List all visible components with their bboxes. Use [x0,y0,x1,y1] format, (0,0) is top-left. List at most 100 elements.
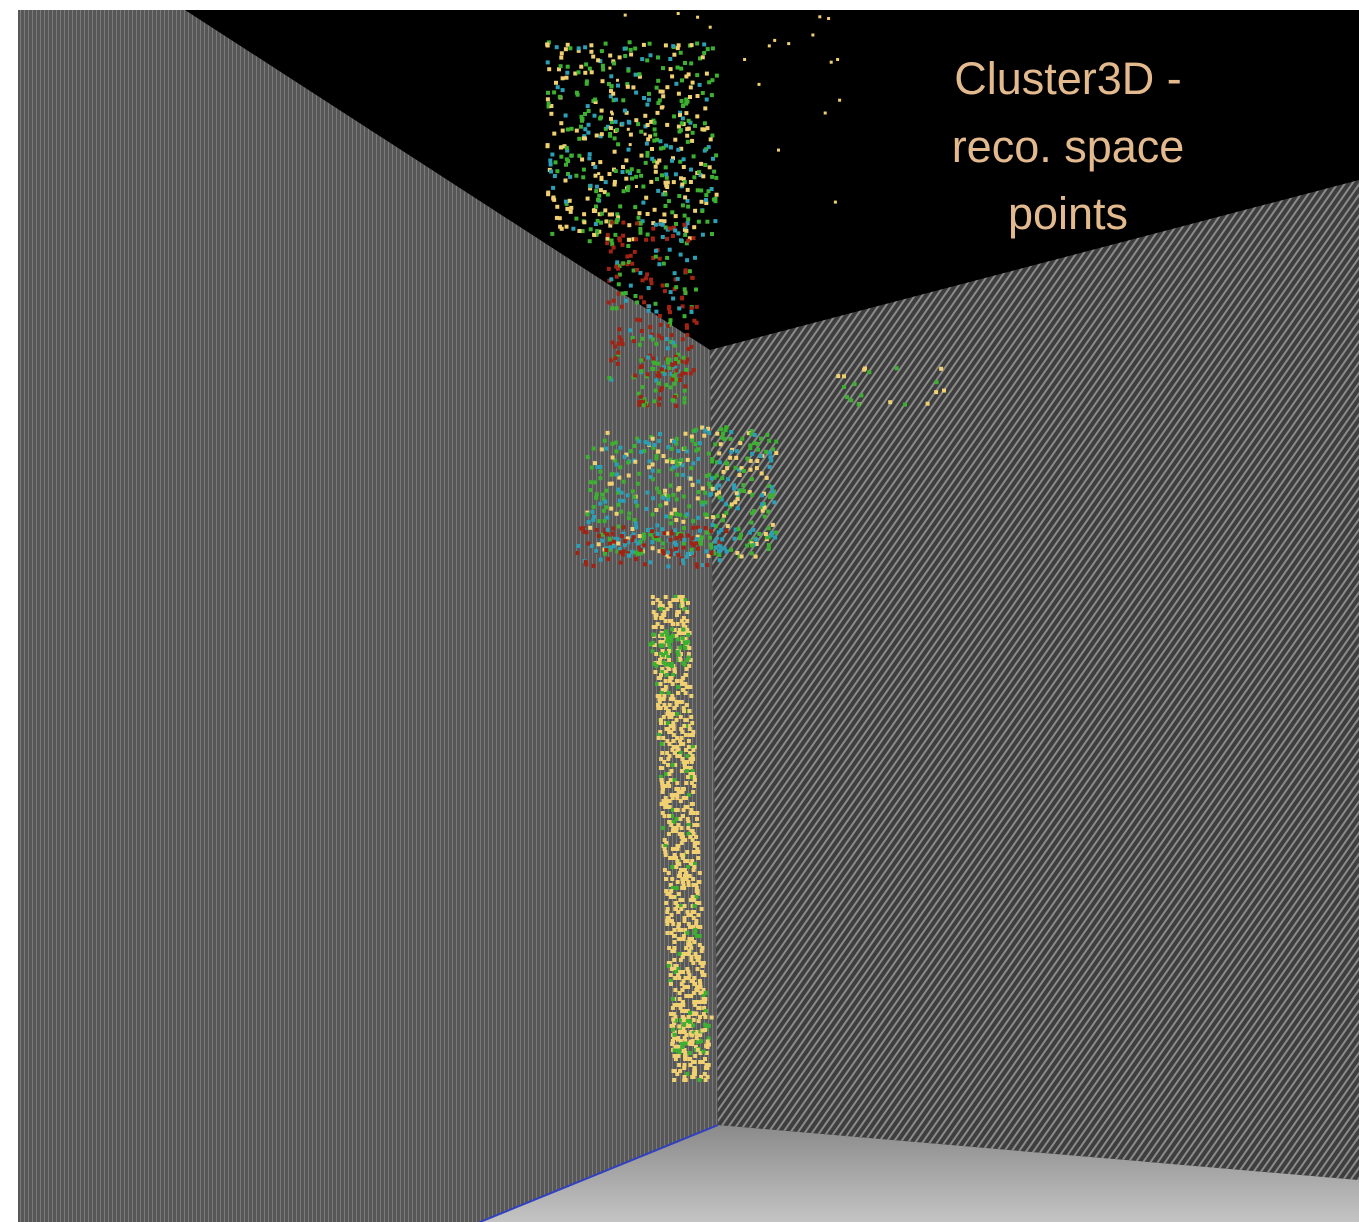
space-point [631,85,635,89]
space-point [751,528,755,532]
space-point [687,119,691,123]
space-point [623,47,627,51]
space-point [645,272,649,276]
space-point [637,472,641,476]
space-point [637,216,641,220]
space-point [561,129,565,133]
space-point [634,73,638,77]
space-point [640,154,644,158]
space-point [693,209,697,213]
space-point [603,500,607,504]
space-point [584,62,588,66]
space-point [711,157,715,161]
space-point [686,534,690,538]
space-point [587,109,591,113]
space-point [564,179,568,183]
space-point [641,185,645,189]
space-point [705,474,709,478]
space-point [687,883,691,887]
space-point [593,114,597,118]
space-point [574,174,578,178]
space-point [678,991,682,995]
space-point [666,757,670,761]
space-point [674,512,678,516]
space-point [636,482,640,486]
space-point [688,1011,692,1015]
space-point [646,491,650,495]
space-point [697,220,701,224]
space-point [674,214,678,218]
space-point [625,255,629,259]
space-point [652,662,656,666]
space-point [684,432,688,436]
space-point [683,919,687,923]
space-point [575,551,579,555]
space-point [613,150,617,154]
space-point [688,1020,692,1024]
space-point [680,826,684,830]
space-point [661,542,665,546]
space-point [718,544,722,548]
space-point [655,161,659,165]
space-point [642,96,646,100]
space-point [629,449,633,453]
space-point [724,511,728,515]
space-point [616,142,620,146]
space-point [867,370,871,374]
space-point [592,447,596,451]
space-point [670,865,674,869]
space-point [698,871,702,875]
space-point [690,548,694,552]
space-point [767,484,771,488]
space-point [677,653,681,657]
space-point [627,120,631,124]
space-point [681,628,685,632]
space-point [684,229,688,233]
space-point [642,43,646,47]
space-point [642,543,646,547]
space-point [701,563,705,567]
space-point [669,697,673,701]
space-point [710,187,714,191]
space-point [657,736,661,740]
space-point [672,1078,676,1082]
space-point [626,461,630,465]
space-point [594,496,598,500]
space-point [583,112,587,116]
space-point [695,811,699,815]
space-point [735,491,739,495]
space-point [667,784,671,788]
space-point [682,157,686,161]
space-point [682,808,686,812]
space-point [683,233,687,237]
space-point [674,547,678,551]
space-point [674,285,678,289]
space-point [639,548,643,552]
space-point [605,241,609,245]
space-point [632,495,636,499]
space-point [702,1050,706,1054]
space-point [639,174,643,178]
space-point [688,709,692,713]
space-point [836,374,840,378]
space-point [676,66,680,70]
space-point [587,520,591,524]
space-point [608,537,612,541]
space-point [595,185,599,189]
space-point [657,469,661,473]
space-point [665,85,669,89]
space-point [559,146,563,150]
space-point [674,404,678,408]
space-point [717,553,721,557]
space-point [674,518,678,522]
space-point [811,34,814,37]
space-point [601,64,605,68]
space-point [609,117,613,121]
space-point [700,1060,704,1064]
space-point [639,358,643,362]
space-point [696,16,699,19]
space-point [722,470,726,474]
space-point [678,1030,682,1034]
space-point [683,287,687,291]
space-point [616,79,619,82]
